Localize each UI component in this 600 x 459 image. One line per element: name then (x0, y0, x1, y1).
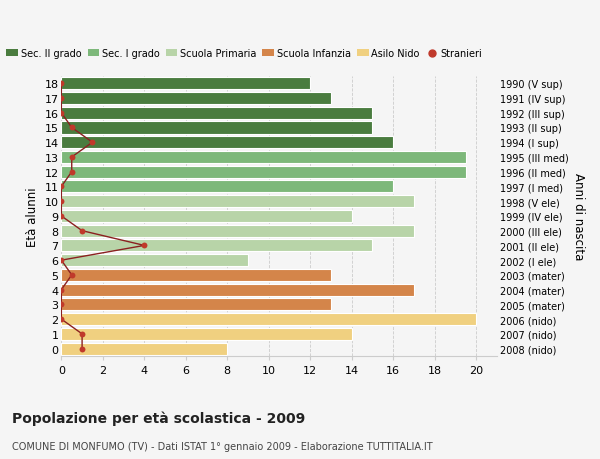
Legend: Sec. II grado, Sec. I grado, Scuola Primaria, Scuola Infanzia, Asilo Nido, Stran: Sec. II grado, Sec. I grado, Scuola Prim… (2, 45, 486, 63)
Point (140, 242, 149, 250)
Bar (61, 343, 227, 355)
Text: Popolazione per età scolastica - 2009: Popolazione per età scolastica - 2009 (12, 411, 305, 425)
Point (56, 110, 66, 117)
Point (67, 272, 77, 279)
Bar (61, 181, 393, 193)
Bar (61, 313, 476, 325)
Point (56, 213, 66, 220)
Point (56, 286, 66, 294)
Y-axis label: Età alunni: Età alunni (26, 187, 39, 246)
Bar (61, 107, 373, 119)
Point (56, 95, 66, 102)
Text: COMUNE DI MONFUMO (TV) - Dati ISTAT 1° gennaio 2009 - Elaborazione TUTTITALIA.IT: COMUNE DI MONFUMO (TV) - Dati ISTAT 1° g… (12, 441, 433, 451)
Point (77, 345, 87, 353)
Bar (61, 284, 414, 296)
Bar (61, 240, 373, 252)
Point (56, 301, 66, 308)
Bar (61, 328, 352, 340)
Bar (61, 78, 310, 90)
Bar (61, 225, 414, 237)
Point (56, 257, 66, 264)
Point (56, 80, 66, 88)
Point (88, 139, 97, 146)
Bar (61, 122, 373, 134)
Bar (61, 93, 331, 105)
Bar (61, 299, 331, 311)
Point (56, 183, 66, 190)
Bar (61, 137, 393, 149)
Point (67, 124, 77, 132)
Bar (61, 269, 331, 281)
Bar (61, 151, 466, 164)
Point (67, 168, 77, 176)
Bar (61, 255, 248, 267)
Point (77, 228, 87, 235)
Y-axis label: Anni di nascita: Anni di nascita (572, 173, 585, 260)
Bar (61, 166, 466, 179)
Point (67, 154, 77, 161)
Point (77, 330, 87, 338)
Bar (61, 210, 352, 223)
Bar (61, 196, 414, 208)
Point (56, 316, 66, 323)
Point (56, 198, 66, 206)
